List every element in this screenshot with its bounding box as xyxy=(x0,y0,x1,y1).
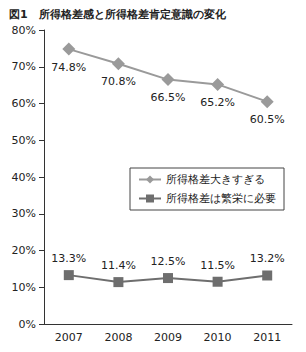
svg-text:図1 所得格差感と所得格差肯定意識の変化: 図1 所得格差感と所得格差肯定意識の変化 xyxy=(9,8,227,21)
svg-text:50%: 50% xyxy=(12,134,36,147)
svg-text:11.5%: 11.5% xyxy=(200,259,235,272)
svg-text:74.8%: 74.8% xyxy=(51,61,86,74)
svg-text:13.3%: 13.3% xyxy=(51,252,86,265)
svg-text:2010: 2010 xyxy=(204,331,232,344)
svg-text:2011: 2011 xyxy=(253,331,281,344)
svg-text:80%: 80% xyxy=(12,24,36,37)
svg-text:2007: 2007 xyxy=(55,331,83,344)
svg-text:20%: 20% xyxy=(12,244,36,257)
svg-text:13.2%: 13.2% xyxy=(250,252,285,265)
svg-text:70%: 70% xyxy=(12,60,36,73)
svg-text:40%: 40% xyxy=(12,171,36,184)
svg-text:10%: 10% xyxy=(12,281,36,294)
svg-text:0%: 0% xyxy=(19,318,36,331)
svg-text:66.5%: 66.5% xyxy=(151,91,186,104)
svg-text:70.8%: 70.8% xyxy=(101,75,136,88)
svg-text:2008: 2008 xyxy=(104,331,132,344)
svg-text:30%: 30% xyxy=(12,207,36,220)
svg-text:60%: 60% xyxy=(12,97,36,110)
svg-text:12.5%: 12.5% xyxy=(151,255,186,268)
svg-text:60.5%: 60.5% xyxy=(250,113,285,126)
svg-text:2009: 2009 xyxy=(154,331,182,344)
svg-text:65.2%: 65.2% xyxy=(200,96,235,109)
svg-text:所得格差大きすぎる: 所得格差大きすぎる xyxy=(166,173,265,186)
svg-text:所得格差は繁栄に必要: 所得格差は繁栄に必要 xyxy=(166,192,276,205)
svg-text:11.4%: 11.4% xyxy=(101,259,136,272)
